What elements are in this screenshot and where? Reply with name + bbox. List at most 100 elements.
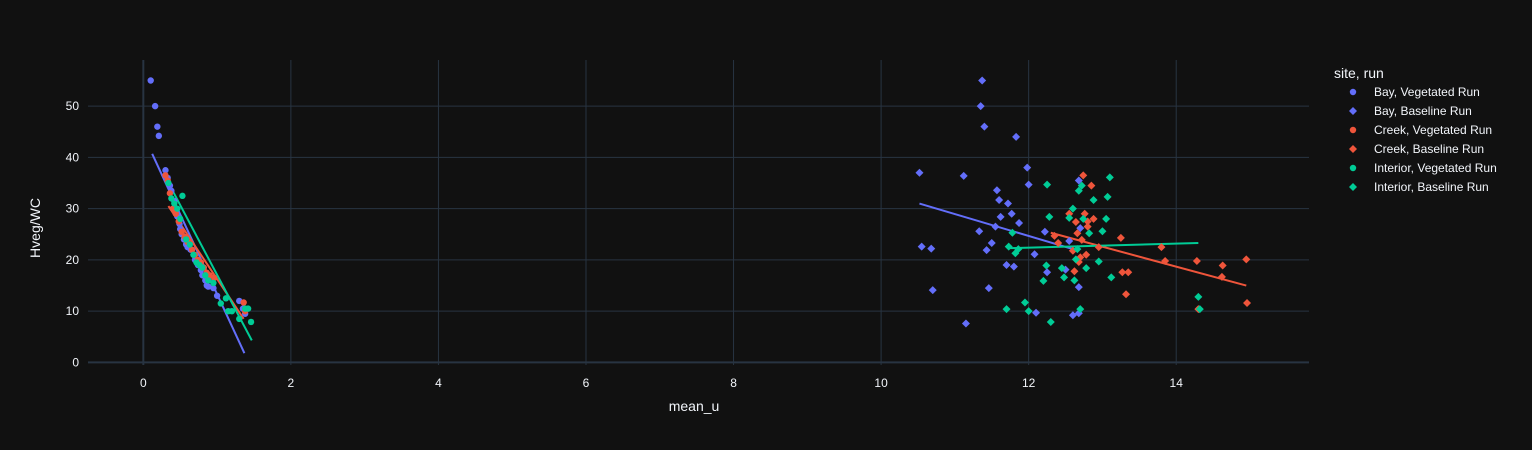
data-point [1118, 268, 1127, 277]
data-point [172, 210, 179, 217]
data-point [228, 307, 236, 315]
x-tick-label: 2 [288, 376, 295, 390]
data-point [1077, 181, 1086, 190]
data-point [213, 292, 221, 299]
data-point [1065, 236, 1074, 245]
x-tick-label: 4 [435, 376, 442, 390]
data-point [1083, 222, 1092, 231]
data-point [1009, 262, 1018, 271]
data-point [1192, 256, 1201, 265]
data-point [1094, 257, 1103, 266]
data-point [1195, 305, 1204, 314]
legend-items: Bay, Vegetated Run Bay, Baseline Run Creek… [1349, 85, 1497, 194]
x-tick-label: 10 [874, 376, 888, 390]
data-point [1102, 214, 1111, 223]
legend: site, run Bay, Vegetated Run Bay, Baselin… [1334, 65, 1497, 194]
data-point [976, 102, 985, 111]
data-point [202, 272, 209, 279]
legend-item-label: Interior, Vegetated Run [1374, 161, 1497, 175]
data-point [1105, 173, 1114, 182]
data-point [182, 236, 190, 243]
x-tick-label: 6 [583, 376, 590, 390]
y-tick-label: 10 [66, 304, 80, 318]
data-point [1089, 195, 1098, 204]
data-point [1065, 213, 1074, 222]
point-layer [147, 76, 1252, 328]
data-point [1030, 250, 1039, 259]
grid-layer [88, 60, 1309, 365]
data-point [1116, 233, 1125, 242]
data-point [222, 295, 230, 302]
data-point [1050, 231, 1059, 240]
data-point [247, 318, 255, 326]
data-point [1079, 171, 1088, 180]
data-point [236, 315, 243, 323]
data-point [179, 192, 186, 200]
data-point [1243, 298, 1252, 307]
data-point [217, 300, 224, 307]
y-tick-label: 40 [66, 150, 80, 164]
data-point [147, 77, 154, 84]
data-point [1043, 180, 1052, 189]
data-point [917, 242, 926, 251]
legend-marker [1349, 145, 1357, 153]
data-point [210, 279, 217, 287]
data-point [174, 205, 181, 212]
data-point [927, 244, 936, 253]
legend-marker [1349, 88, 1357, 96]
data-point [1107, 273, 1116, 282]
data-point [959, 171, 968, 180]
legend-title: site, run [1334, 65, 1384, 81]
data-point [1065, 209, 1074, 218]
data-point [1002, 305, 1011, 314]
data-point [240, 299, 247, 306]
data-point [190, 251, 197, 258]
data-point [996, 212, 1005, 221]
data-point [1015, 219, 1024, 228]
data-point [162, 172, 169, 179]
data-point [1089, 214, 1098, 223]
data-point [188, 246, 196, 253]
data-point [210, 284, 217, 292]
data-point [1217, 272, 1226, 281]
data-point [991, 222, 1000, 231]
y-tick-label: 50 [66, 99, 80, 113]
data-point [961, 319, 970, 328]
data-point [1024, 180, 1033, 189]
data-point [1042, 261, 1051, 270]
data-point [1076, 224, 1085, 233]
data-point [1094, 243, 1103, 252]
data-point [980, 122, 989, 131]
data-point [169, 205, 177, 212]
data-point [1082, 264, 1091, 273]
legend-item-label: Creek, Vegetated Run [1374, 123, 1492, 137]
x-axis-title: mean_u [669, 398, 720, 414]
y-tick-label: 30 [66, 202, 80, 216]
data-point [1071, 217, 1080, 226]
data-point [1074, 186, 1083, 195]
data-point [1032, 308, 1041, 317]
data-point [1040, 227, 1049, 236]
data-point [1004, 242, 1013, 251]
data-point [162, 167, 169, 174]
data-point [168, 195, 175, 202]
legend-item-label: Creek, Baseline Run [1374, 142, 1484, 156]
data-point [1124, 268, 1133, 277]
trendline [169, 185, 253, 341]
data-point [1098, 227, 1107, 236]
data-point [1068, 204, 1077, 213]
data-point [154, 123, 161, 130]
data-point [987, 239, 996, 247]
trendline [1010, 242, 1199, 250]
data-point [1007, 209, 1016, 218]
data-point [992, 186, 1001, 195]
x-tick-label: 0 [140, 376, 147, 390]
data-point [1070, 267, 1079, 276]
y-tick-label: 0 [72, 355, 79, 369]
data-point [1074, 176, 1083, 185]
data-point [155, 132, 163, 140]
data-point [177, 215, 184, 223]
data-point [1014, 245, 1023, 254]
